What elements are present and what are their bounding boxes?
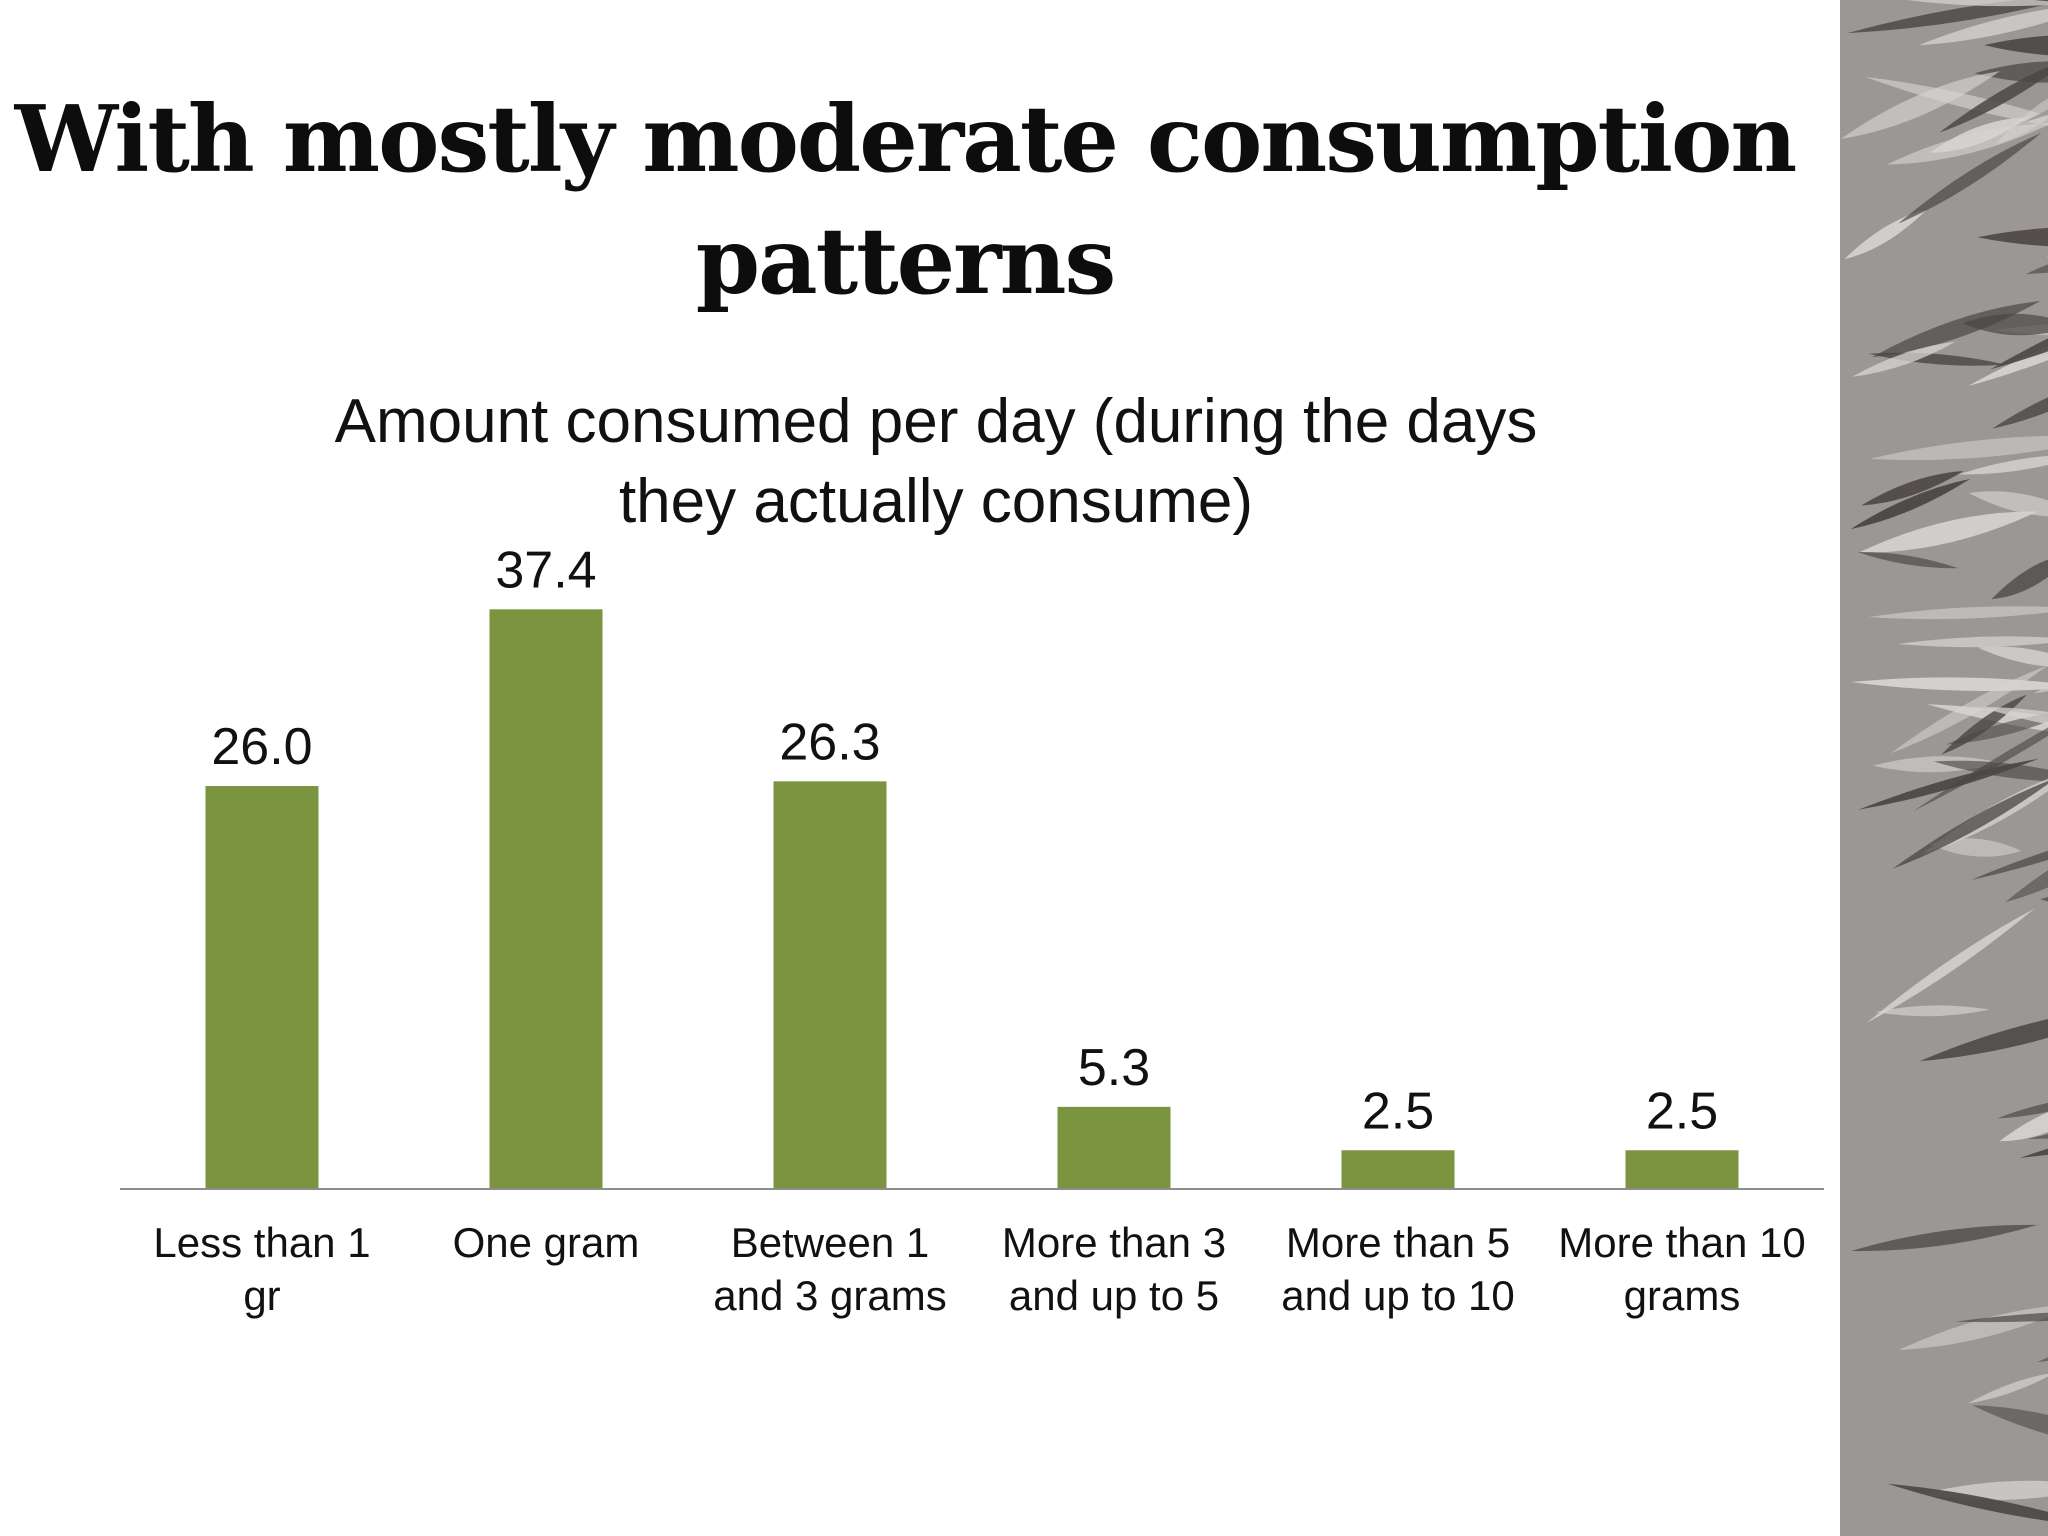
value-label-6: 2.5 [1646,1082,1718,1140]
chart-title: Amount consumed per day (during the days… [0,382,1872,542]
bar-6 [1625,1150,1739,1189]
bar-3 [773,781,887,1189]
value-label-1: 26.0 [211,718,312,776]
bar-1 [205,786,319,1189]
category-label-3: Between 1 and 3 grams [713,1219,946,1319]
category-label-6: More than 10 grams [1558,1219,1806,1319]
value-label-5: 2.5 [1362,1082,1434,1140]
bar-2 [489,609,603,1189]
category-labels-group: Less than 1 gr One gram Between 1 and 3 gram… [153,1219,1805,1319]
value-labels-group: 26.0 37.4 26.3 5.3 2.5 2.5 [211,541,1718,1140]
value-label-2: 37.4 [495,541,596,599]
bar-4 [1057,1106,1171,1189]
category-label-1: Less than 1 gr [153,1219,370,1319]
leaf-texture-image [1840,0,2048,1536]
slide-title-line-1: With mostly moderate consumption [14,85,1798,193]
category-label-2: One gram [453,1219,640,1266]
value-label-3: 26.3 [779,713,880,771]
chart-title-line-2: they actually consume) [618,467,1254,536]
chart-title-line-1: Amount consumed per day (during the days [334,387,1538,456]
bar-chart: 26.0 37.4 26.3 5.3 2.5 2.5 Less than 1 gr One g… [120,541,1824,1319]
slide-title-line-2: patterns [695,207,1117,315]
slide-title: With mostly moderate consumption pattern… [0,78,1810,322]
bars-group [205,609,1739,1189]
category-label-4: More than 3 and up to 5 [1002,1219,1226,1319]
category-label-5: More than 5 and up to 10 [1281,1219,1515,1319]
value-label-4: 5.3 [1078,1039,1150,1097]
bar-5 [1341,1150,1455,1189]
